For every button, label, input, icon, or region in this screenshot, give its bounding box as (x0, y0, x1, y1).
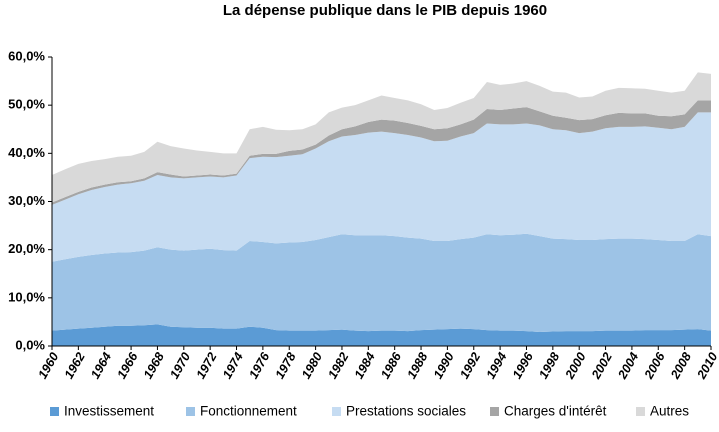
x-tick-label: 1974 (220, 350, 246, 381)
y-tick-label: 30,0% (8, 193, 45, 208)
x-tick-label: 1982 (325, 350, 351, 381)
y-tick-label: 0,0% (15, 337, 45, 352)
x-tick-label: 1986 (378, 349, 405, 381)
x-tick-label: 1984 (352, 350, 378, 381)
x-tick-label: 1980 (299, 350, 325, 381)
x-tick-label: 1964 (88, 350, 114, 381)
y-tick-label: 40,0% (8, 145, 45, 160)
y-tick-label: 50,0% (8, 97, 45, 112)
legend-swatch (636, 407, 645, 416)
legend-label: Fonctionnement (200, 404, 297, 419)
x-tick-label: 1992 (457, 350, 483, 381)
legend-swatch (490, 407, 499, 416)
x-tick-label: 1990 (431, 350, 457, 381)
x-tick-label: 1976 (246, 349, 273, 381)
x-tick-label: 2010 (694, 350, 719, 382)
legend-label: Investissement (64, 404, 154, 419)
x-tick-label: 1970 (167, 350, 193, 381)
x-tick-label: 1962 (62, 350, 88, 381)
chart-title: La dépense publique dans le PIB depuis 1… (223, 2, 547, 19)
area (52, 324, 711, 346)
legend-swatch (50, 407, 59, 416)
x-tick-label: 2004 (615, 350, 642, 382)
area (52, 100, 711, 205)
legend-label: Prestations sociales (346, 404, 466, 419)
y-tick-label: 10,0% (8, 289, 45, 304)
x-tick-label: 2006 (641, 349, 668, 382)
area (52, 233, 711, 333)
x-tick-label: 1998 (536, 350, 562, 381)
x-tick-label: 1966 (115, 349, 142, 381)
x-tick-label: 2008 (668, 350, 695, 382)
x-tick-label: 2002 (588, 350, 615, 382)
x-tick-label: 1996 (510, 349, 537, 381)
legend-label: Autres (650, 404, 689, 419)
x-tick-label: 1972 (194, 350, 220, 381)
legend-swatch (186, 407, 195, 416)
area (52, 112, 711, 262)
y-tick-label: 60,0% (8, 48, 45, 63)
legend-swatch (332, 407, 341, 416)
y-tick-label: 20,0% (8, 241, 45, 256)
x-tick-label: 1968 (141, 350, 167, 381)
area (52, 72, 711, 203)
x-tick-label: 2000 (562, 350, 589, 382)
x-tick-label: 1994 (484, 350, 510, 381)
x-tick-label: 1978 (273, 350, 299, 381)
x-tick-label: 1988 (404, 350, 430, 381)
x-tick-label: 1960 (35, 350, 61, 381)
legend-label: Charges d'intérêt (504, 404, 607, 419)
